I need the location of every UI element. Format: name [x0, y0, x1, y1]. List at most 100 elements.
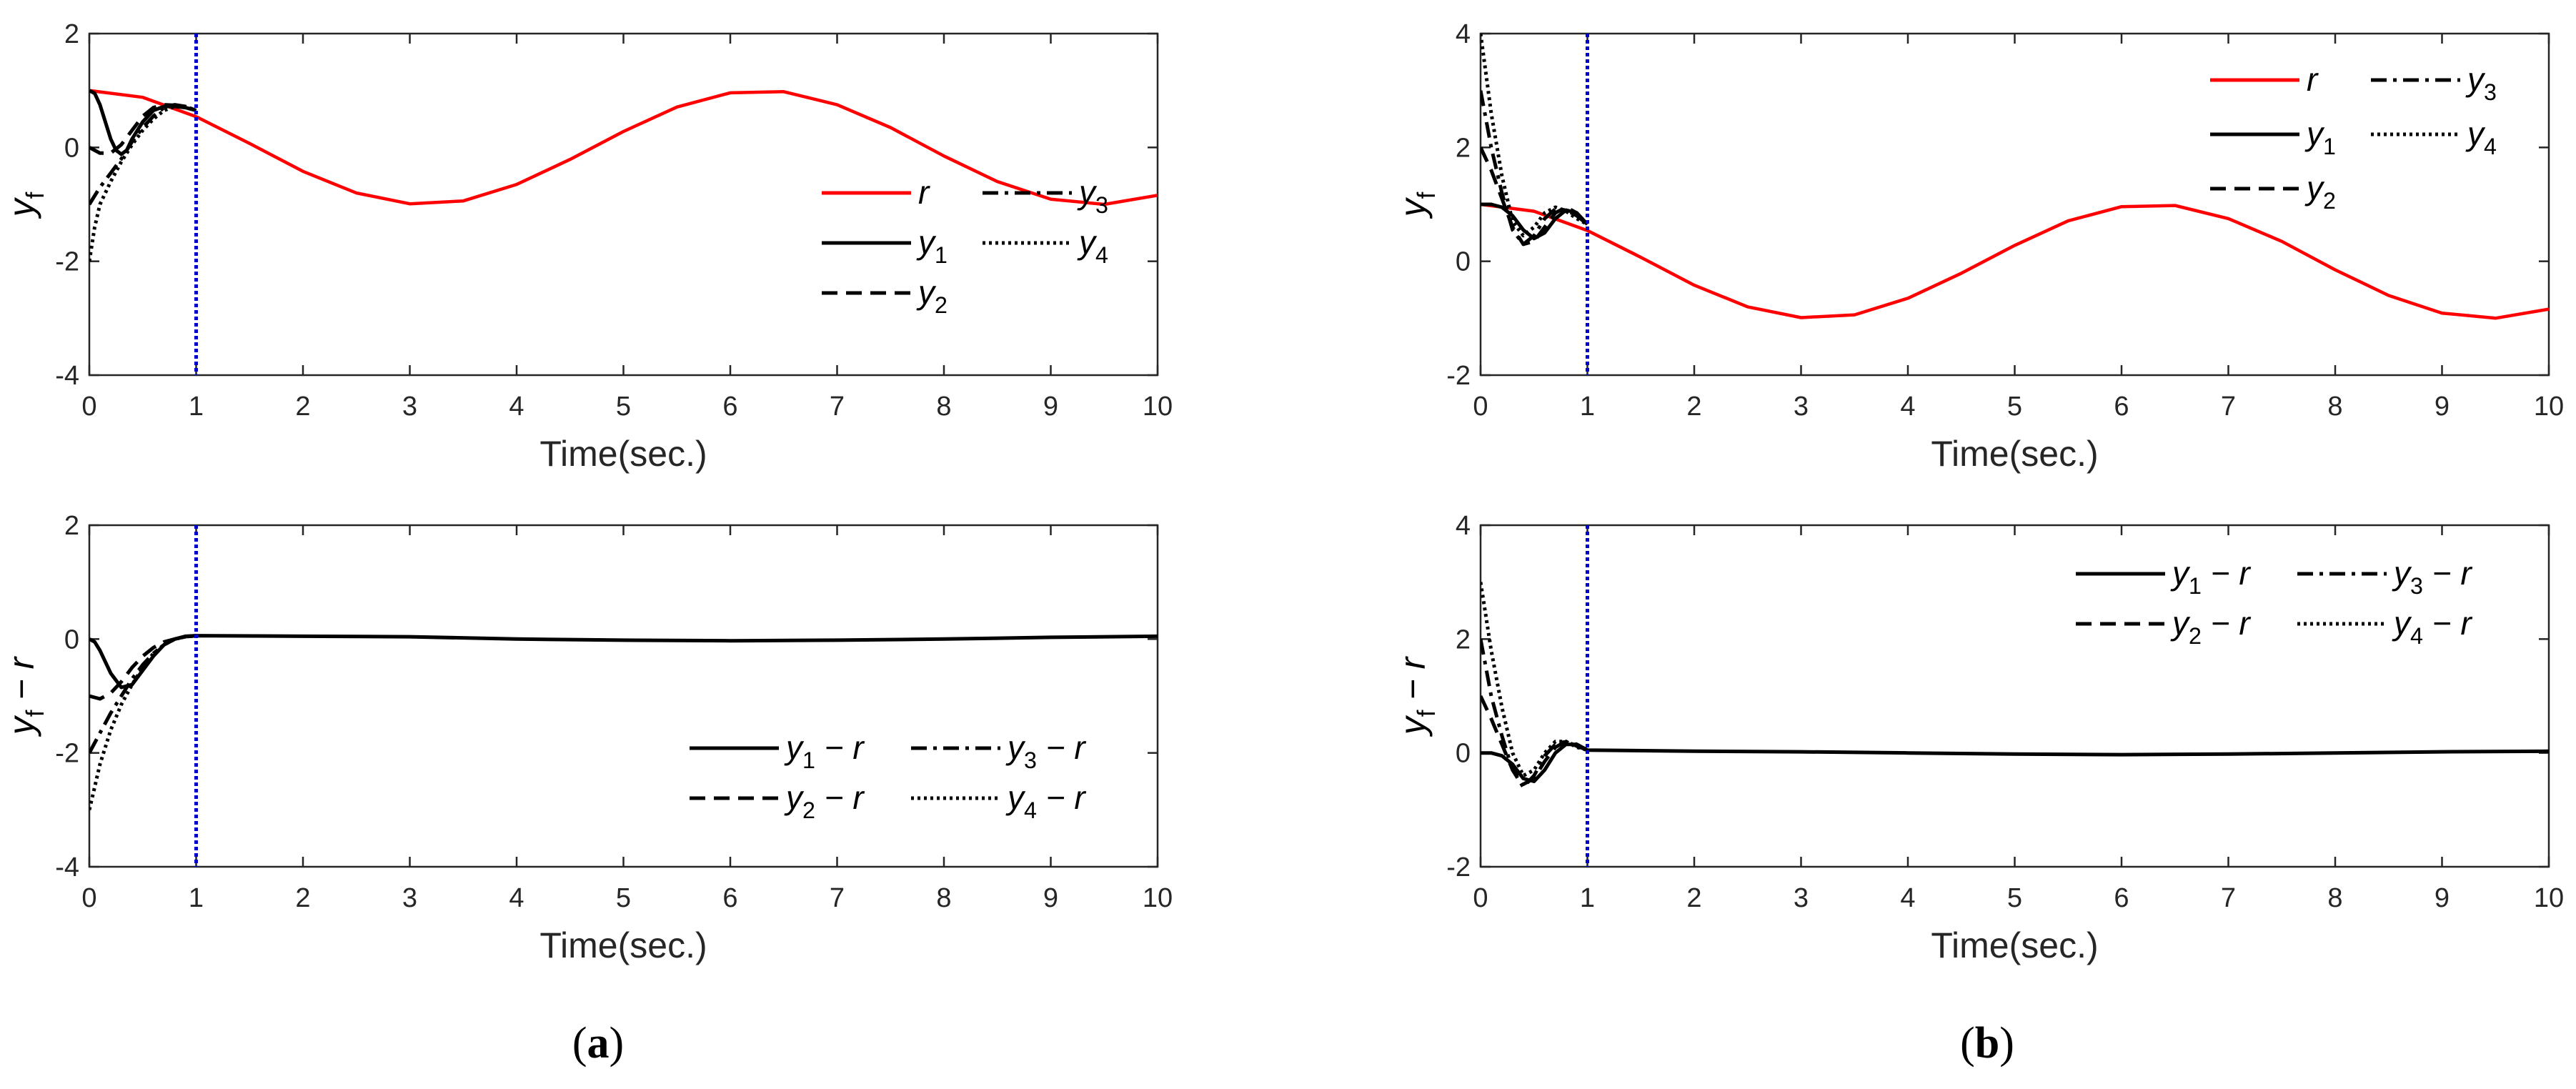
x-tick-label: 0: [1473, 883, 1488, 913]
chart-a-top: 0 1 2 3 4 5 6 7 8 9 10 -4 -2 0 2 Time(sec.) yf r y1 y2 y3 y4: [1, 19, 1173, 474]
x-tick-label: 6: [722, 392, 737, 422]
plot-frame: [88, 524, 1159, 868]
x-tick-label: 4: [1900, 392, 1915, 422]
subfigure-label-b: (b): [1960, 1019, 2014, 1068]
series-line-y2: [1481, 695, 1588, 786]
x-axis-label: Time(sec.): [1931, 434, 2098, 474]
legend-label: y2: [916, 274, 948, 318]
legend-label: r: [918, 174, 930, 211]
x-tick-label: 9: [2435, 883, 2450, 913]
x-tick-label: 10: [2534, 392, 2564, 422]
y-tick-label: 4: [1456, 19, 1471, 49]
y-axis-label-text: yf − r: [1393, 655, 1441, 737]
legend-label: y3: [1077, 174, 1108, 218]
x-tick-label: 8: [2327, 883, 2342, 913]
x-tick-label: 7: [830, 392, 845, 422]
y-axis-label-text: yf: [1, 192, 49, 219]
legend-label: y3 − r: [2392, 555, 2472, 599]
legend-label: y2: [2304, 169, 2336, 214]
legend: r y1 y2 y3 y4: [2210, 61, 2497, 214]
legend-label: y4: [1077, 224, 1108, 268]
legend-label: y1 − r: [2170, 555, 2251, 599]
y-axis-label: yf − r: [1, 655, 49, 737]
legend-label: y1: [916, 224, 948, 268]
x-tick-label: 4: [1900, 883, 1915, 913]
legend-label: y3 − r: [1005, 729, 1086, 773]
legend-label: y2 − r: [784, 779, 865, 823]
plot-frame: [88, 32, 1159, 377]
x-tick-label: 4: [509, 883, 524, 913]
x-tick-label: 2: [295, 883, 310, 913]
y-tick-label: 2: [64, 511, 79, 541]
x-tick-label: 5: [2007, 883, 2022, 913]
y-axis-label-text: yf − r: [1, 655, 49, 737]
y-tick-label: -2: [1446, 361, 1471, 391]
y-axis-label-text: yf: [1393, 192, 1441, 219]
chart-a-bottom: 0 1 2 3 4 5 6 7 8 9 10 -4 -2 0 2 Time(sec.) yf − r y1 − r…: [1, 511, 1173, 965]
x-tick-label: 8: [936, 392, 951, 422]
x-tick-label: 3: [402, 883, 417, 913]
x-tick-label: 5: [2007, 392, 2022, 422]
x-tick-label: 1: [1580, 392, 1595, 422]
series-line-y4: [1481, 34, 1588, 238]
legend: y1 − r y2 − r y3 − r y4 − r: [2076, 555, 2472, 649]
series-line-y3: [1481, 638, 1588, 789]
x-tick-label: 2: [1686, 883, 1701, 913]
x-axis-label: Time(sec.): [1931, 925, 2098, 965]
x-tick-label: 7: [2221, 883, 2236, 913]
legend-label: y1 − r: [784, 729, 865, 773]
y-tick-label: 2: [1456, 625, 1471, 655]
x-tick-label: 6: [2114, 392, 2129, 422]
series-line-y1: [89, 89, 197, 156]
x-tick-label: 9: [1043, 392, 1058, 422]
y-axis-label: yf: [1393, 192, 1441, 219]
x-tick-label: 1: [189, 392, 204, 422]
x-tick-label: 3: [1794, 883, 1809, 913]
y-tick-label: 4: [1456, 511, 1471, 541]
legend-label: y3: [2465, 61, 2497, 105]
y-tick-label: 2: [1456, 133, 1471, 163]
y-tick-label: 0: [64, 133, 79, 163]
plot-frame: [1479, 32, 2550, 377]
x-tick-label: 10: [2534, 883, 2564, 913]
y-axis-label: yf − r: [1393, 655, 1441, 737]
y-tick-label: -4: [55, 361, 79, 391]
legend-label: y4: [2465, 115, 2497, 159]
series-line-y2: [1481, 146, 1589, 247]
x-tick-label: 1: [189, 883, 204, 913]
x-tick-label: 0: [81, 883, 96, 913]
y-tick-label: -2: [55, 247, 79, 277]
x-tick-label: 7: [2221, 392, 2236, 422]
x-tick-label: 0: [1473, 392, 1488, 422]
x-tick-label: 9: [1043, 883, 1058, 913]
y-tick-label: 0: [1456, 247, 1471, 277]
x-tick-label: 10: [1143, 883, 1173, 913]
x-tick-label: 10: [1143, 392, 1173, 422]
legend-label: y2 − r: [2170, 605, 2251, 649]
x-tick-label: 5: [616, 883, 631, 913]
x-tick-label: 8: [936, 883, 951, 913]
x-tick-label: 9: [2435, 392, 2450, 422]
series-line-y1: [89, 634, 1158, 690]
y-tick-label: 0: [64, 625, 79, 655]
series-line-y1: [1481, 202, 1589, 241]
series-line-y4: [1481, 582, 1588, 777]
x-tick-label: 0: [81, 392, 96, 422]
x-tick-label: 4: [509, 392, 524, 422]
series-line-r: [1481, 202, 2549, 320]
x-tick-label: 6: [2114, 883, 2129, 913]
x-tick-label: 7: [830, 883, 845, 913]
x-tick-label: 3: [1794, 392, 1809, 422]
x-tick-label: 5: [616, 392, 631, 422]
legend-label: y4 − r: [2392, 605, 2472, 649]
x-tick-label: 3: [402, 392, 417, 422]
series-line-r: [89, 89, 1158, 207]
legend: r y1 y2 y3 y4: [822, 174, 1108, 318]
y-tick-label: -2: [55, 739, 79, 769]
legend: y1 − r y2 − r y3 − r y4 − r: [690, 729, 1086, 823]
legend-label: y4 − r: [1005, 779, 1086, 823]
x-axis-label: Time(sec.): [539, 434, 707, 474]
